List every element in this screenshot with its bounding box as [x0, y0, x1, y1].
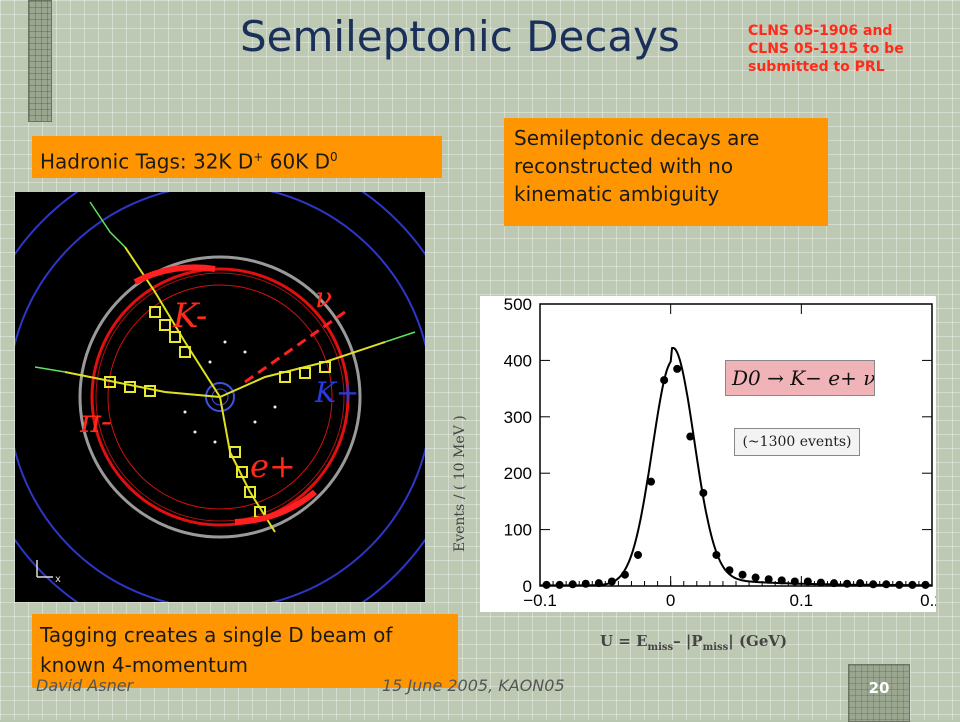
label-pi-minus: π- [79, 402, 112, 440]
page-number-box: 20 [848, 664, 910, 722]
hadronic-tags-box: Hadronic Tags: 32K D+ 60K D0 [32, 136, 442, 178]
decay-formula: D0 → K− e+ ν [731, 366, 874, 390]
event-display-svg: K- ν K+ π- e+ x [0, 146, 471, 648]
data-point [908, 580, 917, 589]
data-point [542, 580, 551, 589]
data-point [660, 376, 669, 385]
data-point [843, 579, 852, 588]
tags-sup-plus: + [253, 150, 264, 164]
y-tick-label: 200 [504, 464, 532, 483]
data-point [555, 580, 564, 589]
data-point [764, 575, 773, 584]
x-tick-label: 0.1 [790, 591, 814, 610]
label-nu: ν [315, 281, 332, 314]
x-tick-label: 0 [666, 591, 675, 610]
data-point [568, 580, 577, 589]
data-point [673, 364, 682, 373]
data-point [712, 550, 721, 559]
x-axis-label: U = Emiss– |Pmiss| (GeV) [600, 632, 787, 653]
decorative-bar [28, 0, 52, 122]
xlabel-sub1: miss [647, 642, 674, 653]
x-tick-label: 0.2 [920, 591, 936, 610]
tags-prefix: Hadronic Tags: 32K D [40, 149, 254, 174]
label-e-plus: e+ [250, 447, 296, 485]
data-point [581, 579, 590, 588]
slide-title: Semileptonic Decays [240, 12, 680, 61]
axis-x-label: x [55, 574, 61, 585]
y-axis-label: Events / ( 10 MeV ) [452, 415, 468, 552]
y-tick-label: 0 [523, 577, 532, 596]
data-point [699, 488, 708, 497]
data-point [856, 579, 865, 588]
semileptonic-box: Semileptonic decays are reconstructed wi… [504, 118, 828, 226]
data-point [647, 477, 656, 486]
data-point [895, 580, 904, 589]
data-point [620, 570, 629, 579]
fit-curve [540, 346, 932, 587]
tags-sup-zero: 0 [330, 150, 338, 164]
note-line: CLNS 05-1915 to be [748, 41, 904, 57]
y-tick-label: 100 [504, 521, 532, 540]
data-point [869, 580, 878, 589]
decay-formula-svg: D0 → K− e+ ν [731, 366, 875, 390]
decay-formula-box: D0 → K− e+ ν [725, 360, 875, 396]
footer-date: 15 June 2005, KAON05 [382, 676, 565, 695]
data-point [777, 576, 786, 585]
xlabel-mid: – |P [673, 632, 703, 650]
x-tick-label: −0.1 [523, 591, 557, 610]
events-count-box: (~1300 events) [734, 428, 860, 456]
xlabel-sub2: miss [702, 642, 729, 653]
publication-note: CLNS 05-1906 and CLNS 05-1915 to be subm… [748, 22, 948, 76]
note-line: CLNS 05-1906 and [748, 23, 893, 39]
data-point [803, 577, 812, 586]
event-display: K- ν K+ π- e+ x [0, 146, 471, 648]
y-tick-label: 300 [504, 408, 532, 427]
data-point [751, 573, 760, 582]
y-tick-label: 400 [504, 351, 532, 370]
data-point [921, 580, 930, 589]
data-point [594, 579, 603, 588]
data-point [830, 579, 838, 588]
data-point [882, 580, 891, 589]
footer-author: David Asner [36, 676, 134, 695]
data-point [816, 578, 825, 587]
page-number: 20 [868, 679, 890, 697]
data-point [738, 570, 747, 579]
xlabel-suffix: | (GeV) [728, 632, 788, 650]
label-k-minus: K- [172, 296, 207, 336]
data-point [725, 566, 734, 575]
label-k-plus: K+ [314, 376, 359, 409]
data-point [790, 577, 799, 586]
xlabel-prefix: U = E [600, 632, 648, 650]
tags-middle: 60K D [263, 149, 331, 174]
tagging-box: Tagging creates a single D beam of known… [32, 614, 458, 688]
data-point [634, 550, 642, 559]
y-tick-label: 500 [504, 296, 532, 314]
data-point [686, 432, 695, 441]
note-line: submitted to PRL [748, 59, 885, 75]
data-point [607, 577, 616, 586]
